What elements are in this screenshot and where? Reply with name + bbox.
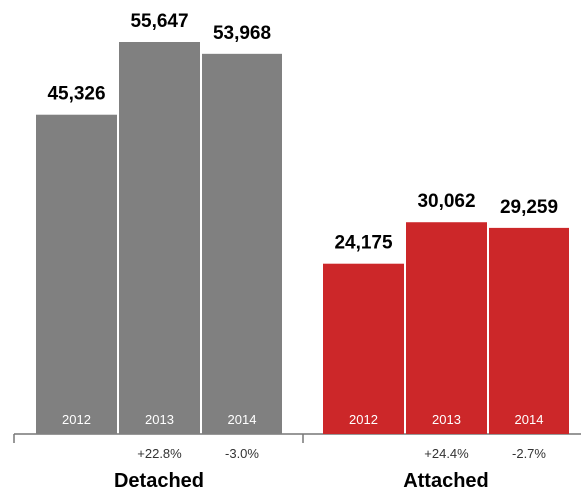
year-label: 2013 (145, 412, 174, 427)
change-label: +24.4% (424, 446, 469, 461)
value-label: 55,647 (130, 11, 188, 32)
bar-detached-2013 (119, 42, 200, 434)
change-label: -3.0% (225, 446, 259, 461)
group-label: Attached (403, 470, 489, 492)
change-label: -2.7% (512, 446, 546, 461)
value-label: 53,968 (213, 23, 271, 44)
value-label: 24,175 (334, 233, 393, 254)
value-label: 29,259 (500, 197, 558, 218)
year-label: 2013 (432, 412, 461, 427)
bar-detached-2014 (202, 53, 282, 435)
change-label: +22.8% (137, 446, 182, 461)
year-label: 2014 (228, 412, 257, 427)
year-label: 2012 (349, 412, 378, 427)
group-label: Detached (114, 470, 204, 492)
bar-attached-2013 (406, 222, 487, 434)
bar-attached-2012 (323, 263, 404, 434)
value-label: 30,062 (417, 191, 475, 212)
year-label: 2014 (515, 412, 544, 427)
value-label: 45,326 (47, 84, 105, 105)
bar-detached-2012 (36, 114, 117, 435)
bar-attached-2014 (489, 227, 569, 434)
year-label: 2012 (62, 412, 91, 427)
